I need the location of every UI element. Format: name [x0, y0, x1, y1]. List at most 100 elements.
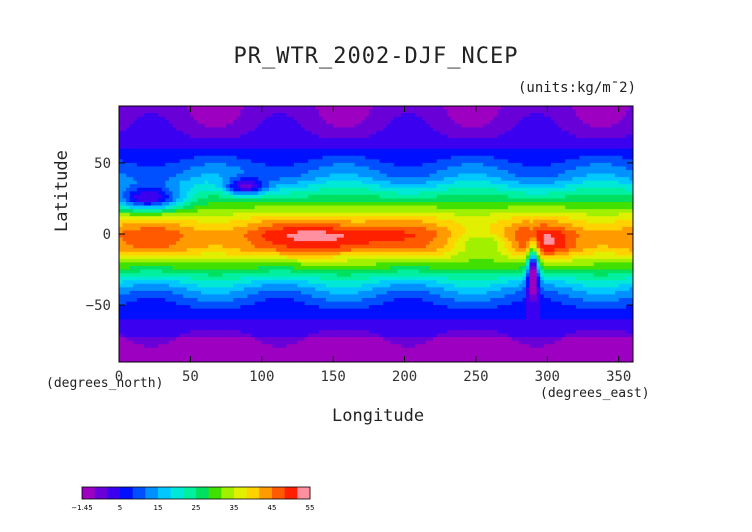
heatmap-cell	[347, 216, 352, 221]
heatmap-cell	[311, 145, 316, 150]
heatmap-cell	[454, 205, 459, 210]
heatmap-cell	[525, 209, 530, 214]
heatmap-cell	[168, 134, 173, 139]
heatmap-cell	[265, 159, 270, 164]
heatmap-cell	[215, 109, 220, 114]
heatmap-cell	[447, 177, 452, 182]
heatmap-cell	[211, 212, 216, 217]
heatmap-cell	[447, 127, 452, 132]
heatmap-cell	[119, 109, 123, 114]
heatmap-cell	[168, 123, 173, 128]
heatmap-cell	[583, 170, 587, 174]
heatmap-cell	[629, 219, 634, 224]
heatmap-cell	[611, 166, 616, 171]
heatmap-cell	[297, 212, 302, 217]
heatmap-cell	[504, 202, 509, 206]
heatmap-cell	[322, 162, 327, 167]
heatmap-cell	[140, 194, 145, 199]
heatmap-cell	[540, 194, 545, 199]
heatmap-cell	[483, 212, 488, 217]
heatmap-cell	[211, 202, 216, 206]
heatmap-cell	[590, 198, 595, 203]
heatmap-cell	[201, 120, 206, 125]
heatmap-cell	[579, 138, 584, 142]
heatmap-cell	[433, 226, 438, 231]
heatmap-cell	[261, 155, 266, 160]
heatmap-cell	[272, 223, 277, 228]
heatmap-cell	[208, 155, 213, 160]
heatmap-cell	[172, 223, 177, 228]
heatmap-cell	[379, 216, 384, 221]
heatmap-cell	[629, 159, 634, 164]
heatmap-cell	[119, 159, 123, 164]
heatmap-cell	[547, 127, 552, 132]
heatmap-cell	[558, 194, 563, 199]
heatmap-cell	[604, 159, 609, 164]
heatmap-cell	[193, 212, 198, 217]
heatmap-cell	[475, 223, 480, 228]
heatmap-cell	[268, 216, 273, 221]
heatmap-cell	[533, 138, 538, 142]
heatmap-cell	[540, 219, 545, 224]
heatmap-cell	[226, 216, 231, 221]
heatmap-cell	[326, 123, 330, 128]
heatmap-cell	[272, 127, 277, 132]
heatmap-cell	[304, 212, 309, 217]
heatmap-cell	[386, 226, 391, 231]
heatmap-cell	[500, 180, 505, 185]
heatmap-cell	[400, 187, 405, 192]
heatmap-cell	[565, 145, 570, 150]
heatmap-cell	[322, 109, 327, 114]
heatmap-cell	[408, 141, 413, 146]
heatmap-cell	[143, 177, 148, 182]
heatmap-cell	[529, 219, 534, 224]
heatmap-cell	[597, 166, 602, 171]
heatmap-cell	[186, 209, 191, 214]
heatmap-cell	[611, 212, 616, 217]
heatmap-cell	[293, 187, 298, 192]
heatmap-cell	[511, 162, 516, 167]
heatmap-cell	[547, 106, 552, 110]
heatmap-cell	[304, 106, 309, 110]
heatmap-cell	[322, 184, 327, 189]
heatmap-cell	[568, 219, 573, 224]
heatmap-cell	[611, 202, 616, 206]
heatmap-cell	[126, 226, 131, 231]
heatmap-cell	[204, 123, 209, 128]
heatmap-cell	[600, 113, 605, 118]
heatmap-cell	[575, 187, 580, 192]
heatmap-cell	[422, 170, 427, 174]
heatmap-cell	[308, 106, 313, 110]
heatmap-cell	[386, 152, 391, 157]
heatmap-cell	[383, 219, 388, 224]
heatmap-cell	[583, 177, 587, 182]
heatmap-cell	[183, 106, 188, 110]
heatmap-cell	[454, 216, 459, 221]
heatmap-cell	[133, 173, 138, 178]
heatmap-cell	[450, 226, 455, 231]
heatmap-cell	[533, 120, 538, 125]
heatmap-cell	[215, 209, 220, 214]
heatmap-cell	[119, 162, 123, 167]
heatmap-cell	[465, 173, 470, 178]
heatmap-cell	[247, 180, 252, 185]
heatmap-cell	[572, 187, 577, 192]
heatmap-cell	[315, 216, 320, 221]
heatmap-cell	[376, 194, 380, 199]
heatmap-cell	[201, 223, 206, 228]
heatmap-cell	[179, 116, 184, 121]
heatmap-cell	[622, 166, 627, 171]
heatmap-cell	[147, 226, 152, 231]
heatmap-cell	[136, 212, 141, 217]
heatmap-cell	[290, 134, 295, 139]
heatmap-cell	[575, 148, 580, 153]
heatmap-cell	[368, 219, 373, 224]
heatmap-cell	[154, 173, 159, 178]
heatmap-cell	[608, 184, 612, 189]
heatmap-cell	[133, 216, 138, 221]
heatmap-cell	[226, 205, 231, 210]
heatmap-cell	[161, 120, 166, 125]
heatmap-cell	[151, 134, 156, 139]
heatmap-cell	[593, 209, 598, 214]
heatmap-cell	[279, 205, 284, 210]
